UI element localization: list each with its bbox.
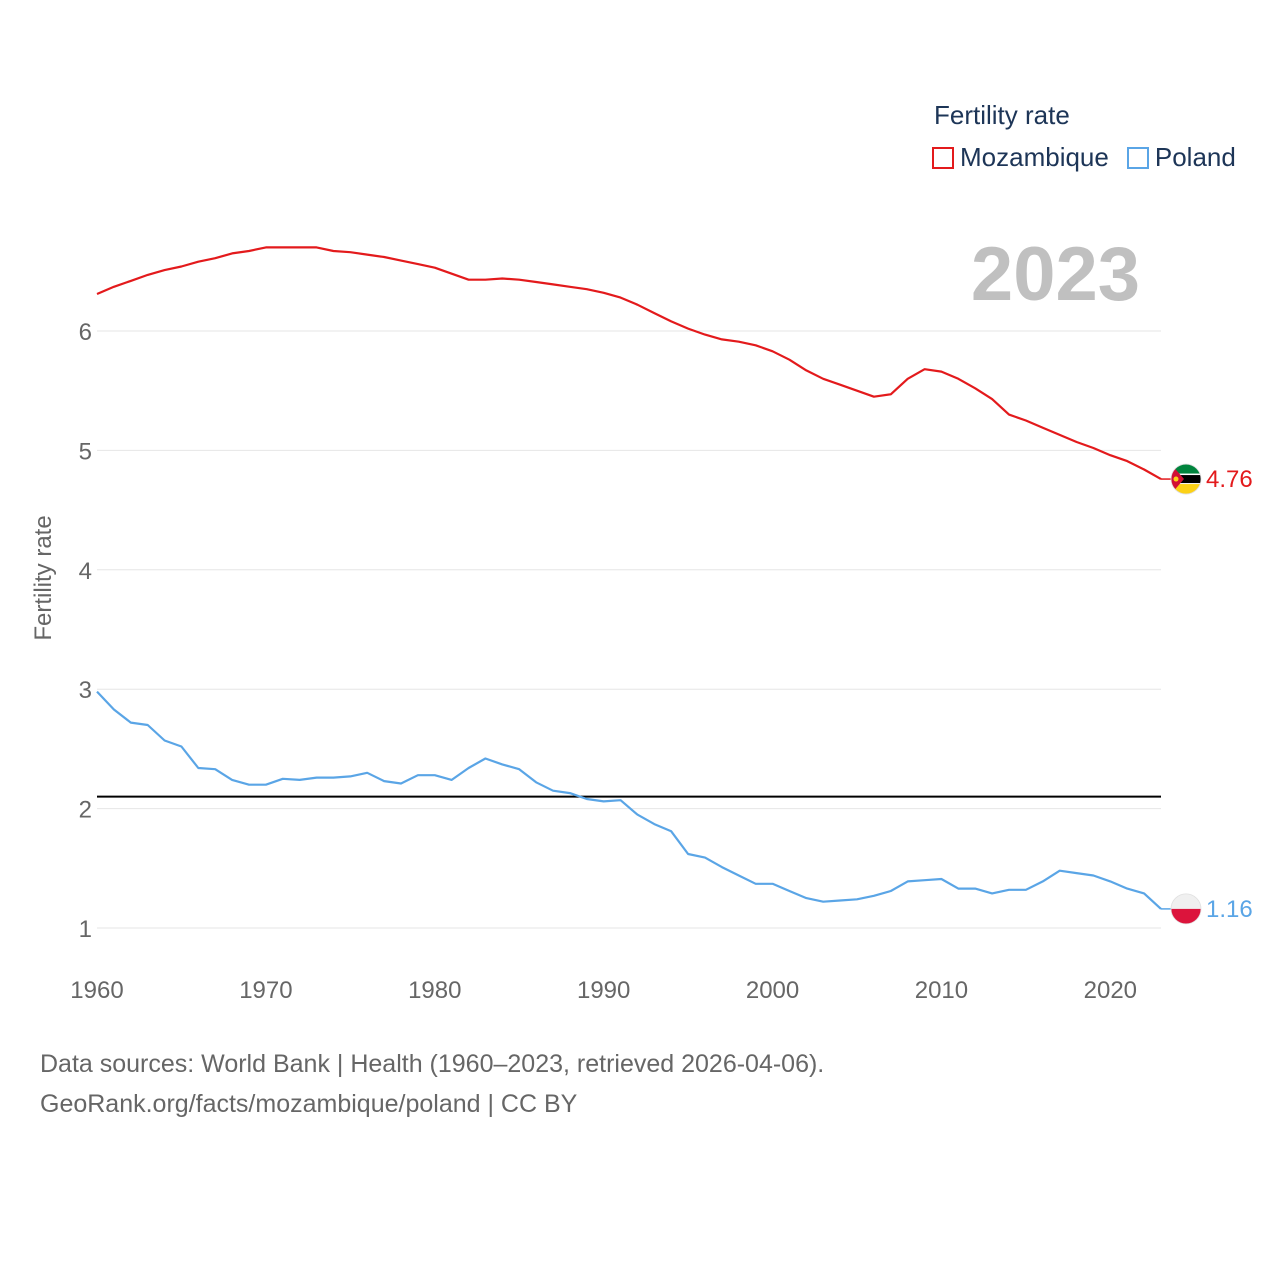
series-line-mozambique[interactable] — [96, 246, 1162, 481]
flag-fimbriation-top — [1171, 473, 1201, 476]
series-line-poland[interactable] — [96, 690, 1162, 910]
flag-outline — [1170, 893, 1202, 925]
flag-fimbriation-bottom — [1171, 483, 1201, 485]
end-label-mozambique: 4.76 — [1206, 466, 1253, 493]
x-tick-label: 2000 — [746, 977, 799, 1004]
y-tick-label: 3 — [79, 677, 92, 704]
flag-stripe-green — [1171, 464, 1201, 475]
poland-flag-icon — [1170, 893, 1202, 925]
y-tick-label: 5 — [79, 438, 92, 465]
flag-stripe-yellow — [1171, 484, 1201, 495]
y-tick-label: 6 — [79, 319, 92, 346]
legend-title: Fertility rate — [934, 100, 1070, 130]
legend-item-poland[interactable]: Poland — [1126, 142, 1236, 173]
data-sources: Data sources: World Bank | Health (1960–… — [40, 1044, 824, 1124]
legend-item-mozambique[interactable]: Mozambique — [932, 142, 1109, 173]
flag-star — [1173, 476, 1179, 482]
x-tick-label: 1980 — [408, 977, 461, 1004]
legend-label-poland: Poland — [1154, 142, 1236, 172]
x-tick-label: 1970 — [239, 977, 292, 1004]
x-tick-label: 1990 — [577, 977, 630, 1004]
sources-line-2: GeoRank.org/facts/mozambique/poland | CC… — [40, 1090, 578, 1118]
x-tick-label: 1960 — [70, 977, 123, 1004]
y-tick-label: 1 — [79, 916, 92, 943]
mozambique-flag-icon — [1170, 463, 1202, 495]
end-label-poland: 1.16 — [1206, 896, 1253, 923]
flag-outline — [1170, 463, 1202, 495]
flag-stripe-black — [1171, 474, 1201, 485]
y-axis-label: Fertility rate — [30, 515, 57, 640]
y-tick-label: 4 — [79, 558, 92, 585]
legend-swatch-mozambique — [932, 146, 954, 169]
y-tick-label: 2 — [79, 797, 92, 824]
legend: Mozambique Poland — [932, 142, 1254, 173]
x-tick-label: 2020 — [1084, 977, 1137, 1004]
flag-stripe-white — [1171, 893, 1201, 909]
legend-label-mozambique: Mozambique — [960, 142, 1109, 172]
sources-line-1: Data sources: World Bank | Health (1960–… — [40, 1050, 825, 1078]
x-tick-label: 2010 — [915, 977, 968, 1004]
flag-stripe-red — [1171, 908, 1201, 924]
legend-swatch-poland — [1126, 146, 1149, 169]
year-badge: 2023 — [971, 232, 1140, 317]
